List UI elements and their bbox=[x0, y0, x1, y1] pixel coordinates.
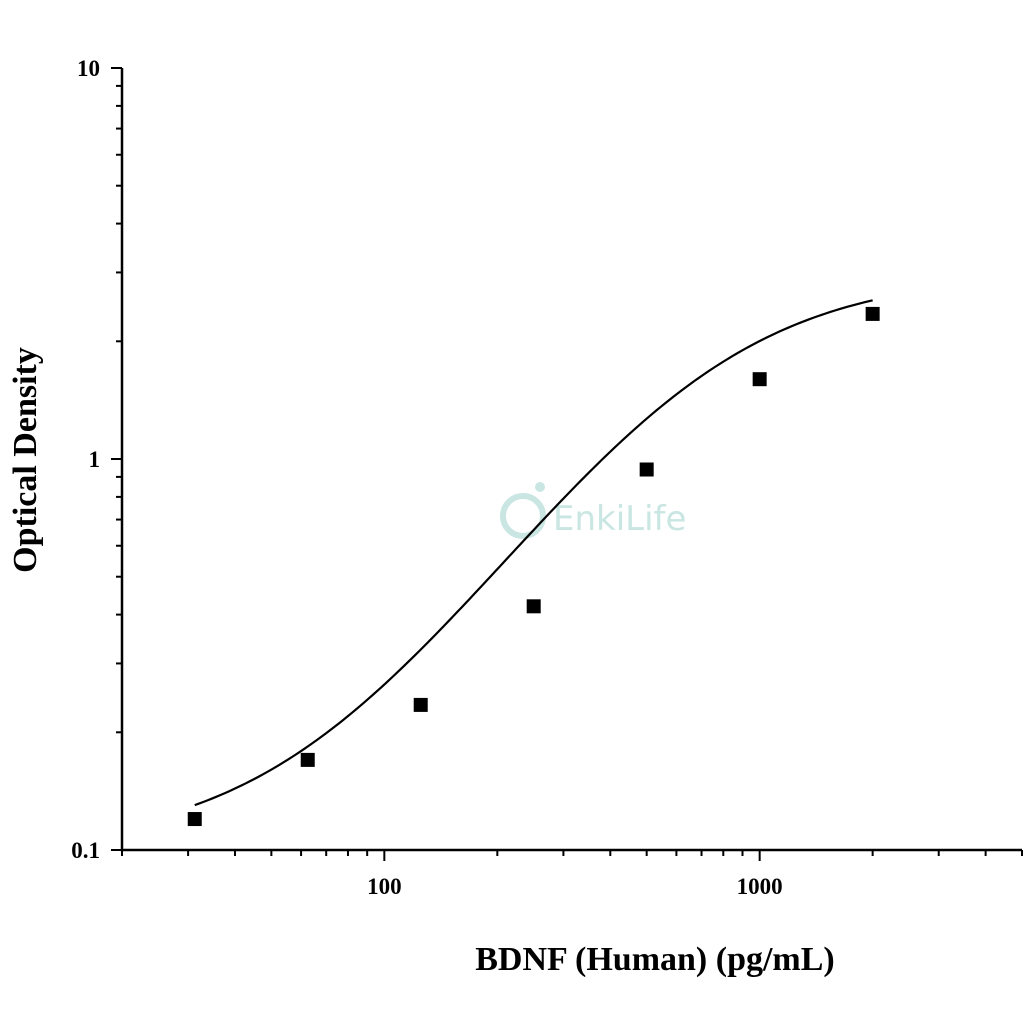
fit-curve-line bbox=[194, 299, 873, 807]
data-point bbox=[752, 372, 767, 387]
watermark-logo-dot bbox=[535, 482, 545, 492]
data-point bbox=[413, 697, 428, 712]
data-point bbox=[526, 599, 541, 614]
data-point bbox=[639, 462, 654, 477]
data-point bbox=[187, 812, 202, 827]
y-tick-label: 0.1 bbox=[71, 838, 100, 863]
axes bbox=[120, 68, 1022, 852]
y-tick-label: 10 bbox=[77, 56, 100, 81]
watermark-logo-icon bbox=[500, 493, 546, 539]
x-axis-title: BDNF (Human) (pg/mL) bbox=[475, 941, 835, 978]
axis-ticks bbox=[111, 67, 1023, 861]
y-tick-label: 1 bbox=[89, 447, 101, 472]
x-tick-label: 1000 bbox=[737, 874, 783, 899]
tick-labels: 100 1000 0.1 1 10 bbox=[71, 56, 782, 899]
watermark-logo: EnkiLife bbox=[500, 482, 686, 539]
data-points bbox=[187, 306, 880, 827]
data-point bbox=[865, 306, 880, 321]
data-point bbox=[300, 752, 315, 767]
watermark-text: EnkiLife bbox=[553, 499, 686, 539]
y-axis-title: Optical Density bbox=[7, 347, 44, 573]
x-tick-label: 100 bbox=[367, 874, 402, 899]
